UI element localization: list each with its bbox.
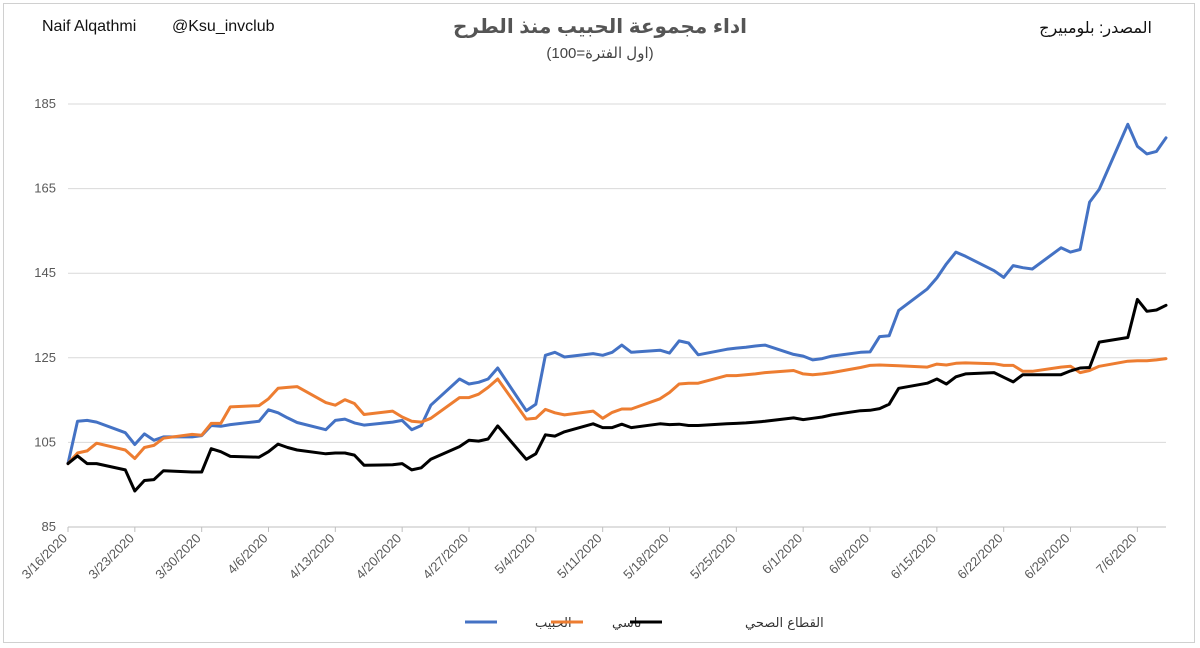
chart-subtitle: (اول الفترة=100) bbox=[546, 45, 654, 62]
legend-label-1: تاسي bbox=[612, 616, 642, 631]
x-tick-label: 4/27/2020 bbox=[420, 531, 472, 583]
x-tick-label: 6/15/2020 bbox=[887, 531, 939, 583]
y-tick-label: 125 bbox=[34, 350, 56, 365]
x-tick-label: 4/20/2020 bbox=[353, 531, 405, 583]
series-line-0 bbox=[66, 122, 1168, 466]
series-line-1 bbox=[66, 357, 1168, 466]
y-tick-label: 185 bbox=[34, 96, 56, 111]
chart-title: اداء مجموعة الحبيب منذ الطرح bbox=[452, 16, 748, 38]
x-axis: 3/16/2020 3/23/2020 3/30/2020 4/6/2020 4/13/… bbox=[19, 527, 1139, 583]
y-tick-label: 165 bbox=[34, 181, 56, 196]
x-tick-label: 3/30/2020 bbox=[152, 531, 204, 583]
x-tick-label: 4/6/2020 bbox=[224, 531, 270, 577]
y-tick-label: 105 bbox=[34, 434, 56, 449]
x-tick-label: 7/6/2020 bbox=[1093, 531, 1139, 577]
x-tick-label: 6/8/2020 bbox=[826, 531, 872, 577]
x-tick-label: 5/4/2020 bbox=[492, 531, 538, 577]
x-tick-label: 5/25/2020 bbox=[687, 531, 739, 583]
author-handle: @Ksu_invclub bbox=[172, 18, 275, 35]
x-tick-label: 6/22/2020 bbox=[954, 531, 1006, 583]
x-tick-label: 3/16/2020 bbox=[19, 531, 71, 583]
series-line-2 bbox=[66, 297, 1168, 493]
y-tick-label: 85 bbox=[42, 519, 56, 534]
legend-label-2: القطاع الصحي bbox=[745, 616, 824, 631]
x-tick-label: 5/18/2020 bbox=[620, 531, 672, 583]
y-axis: 85 105 125 145 165 185 bbox=[34, 96, 56, 534]
y-tick-label: 145 bbox=[34, 265, 56, 280]
x-tick-label: 3/23/2020 bbox=[85, 531, 137, 583]
x-tick-label: 6/1/2020 bbox=[759, 531, 805, 577]
x-tick-label: 5/11/2020 bbox=[554, 531, 605, 582]
x-tick-label: 4/13/2020 bbox=[286, 531, 338, 583]
series-lines bbox=[66, 122, 1168, 493]
source-label: المصدر: بلومبيرج bbox=[1039, 20, 1152, 37]
gridlines bbox=[68, 103, 1166, 528]
x-tick-label: 6/29/2020 bbox=[1021, 531, 1073, 583]
author-name: Naif Alqathmi bbox=[42, 18, 137, 35]
legend: الحبيبتاسيالقطاع الصحي bbox=[465, 616, 824, 631]
chart-frame bbox=[3, 3, 1195, 643]
